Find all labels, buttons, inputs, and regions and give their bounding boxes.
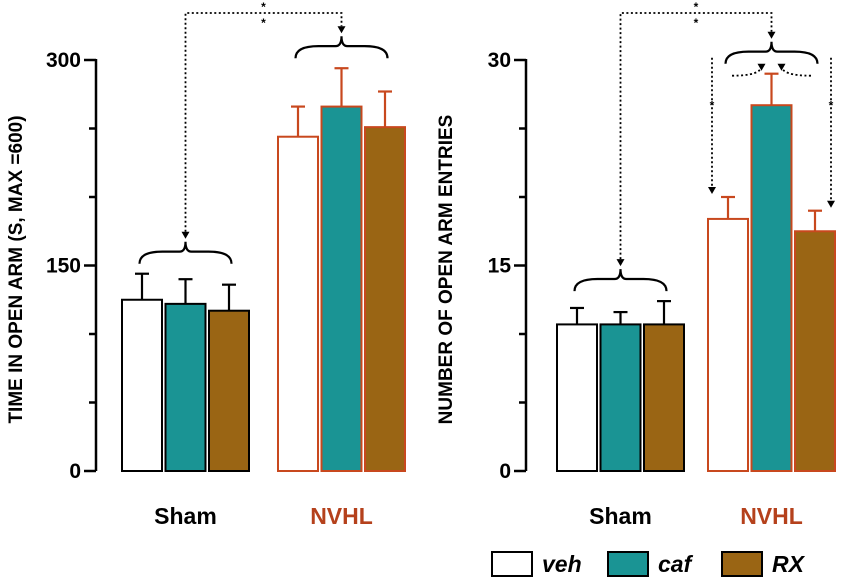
bar-nvhl-caf (320, 105, 363, 473)
arrow-head (827, 200, 835, 208)
legend-swatch-caf (607, 551, 649, 577)
significance-star: * (261, 16, 266, 30)
comparison-dotted-line (731, 65, 763, 77)
bar-sham-rx (643, 323, 685, 472)
significance-star: * (261, 0, 266, 14)
legend-label-rx: RX (772, 551, 806, 577)
significance-star: * (710, 99, 715, 113)
legend-swatch-rx (721, 551, 763, 577)
legend-label-caf: caf (658, 551, 694, 577)
group-label-sham: Sham (589, 503, 652, 529)
group-brace (294, 36, 389, 59)
bar-nvhl-rx (364, 126, 406, 472)
arrow-head (337, 26, 346, 34)
significance-bracket-dotted (184, 12, 343, 232)
group-label-sham: Sham (154, 503, 217, 529)
y-tick-label: 150 (46, 255, 81, 278)
arrow-head (181, 231, 190, 239)
bar-sham-caf (599, 323, 642, 472)
bar-sham-caf (164, 302, 207, 472)
group-brace (138, 241, 233, 264)
y-tick-label: 30 (488, 49, 511, 72)
bar-nvhl-caf (750, 104, 793, 473)
legend: veh caf RX (491, 551, 806, 577)
significance-star: * (829, 99, 834, 113)
bar-sham-veh (556, 323, 598, 472)
legend-swatch-veh (491, 551, 533, 577)
arrow-head (616, 259, 625, 267)
group-label-nvhl: NVHL (310, 503, 373, 529)
y-tick-label: 15 (488, 255, 512, 278)
comparison-dotted-line (780, 65, 812, 77)
significance-star: * (694, 0, 699, 14)
y-tick-label: 300 (46, 49, 81, 72)
y-tick-label: 0 (69, 460, 81, 483)
significance-star: * (694, 16, 699, 30)
y-axis-label: NUMBER OF OPEN ARM ENTRIES (436, 115, 457, 425)
y-axis-label: TIME IN OPEN ARM (S, MAX =600) (6, 115, 27, 423)
group-brace (573, 269, 668, 292)
legend-label-veh: veh (542, 551, 582, 577)
bar-nvhl-rx (794, 230, 836, 472)
group-label-nvhl: NVHL (740, 503, 803, 529)
y-tick-label: 0 (499, 460, 511, 483)
bar-sham-veh (121, 298, 163, 472)
significance-bracket-dotted (619, 12, 773, 260)
group-brace (724, 41, 819, 64)
arrow-head (777, 63, 786, 71)
arrow-head (708, 187, 716, 194)
bar-nvhl-veh (707, 217, 749, 472)
arrow-head (757, 63, 766, 71)
panel-time-open-arm: 0 150 300 TIME IN OPEN ARM (S, MAX =600) Sha… (6, 0, 406, 529)
arrow-head (767, 31, 776, 39)
panel-open-arm-entries: 0 15 30 NUMBER OF OPEN ARM ENTRIES Sham NVHL *… (436, 0, 836, 529)
bar-sham-rx (208, 309, 250, 472)
bar-nvhl-veh (277, 135, 319, 472)
